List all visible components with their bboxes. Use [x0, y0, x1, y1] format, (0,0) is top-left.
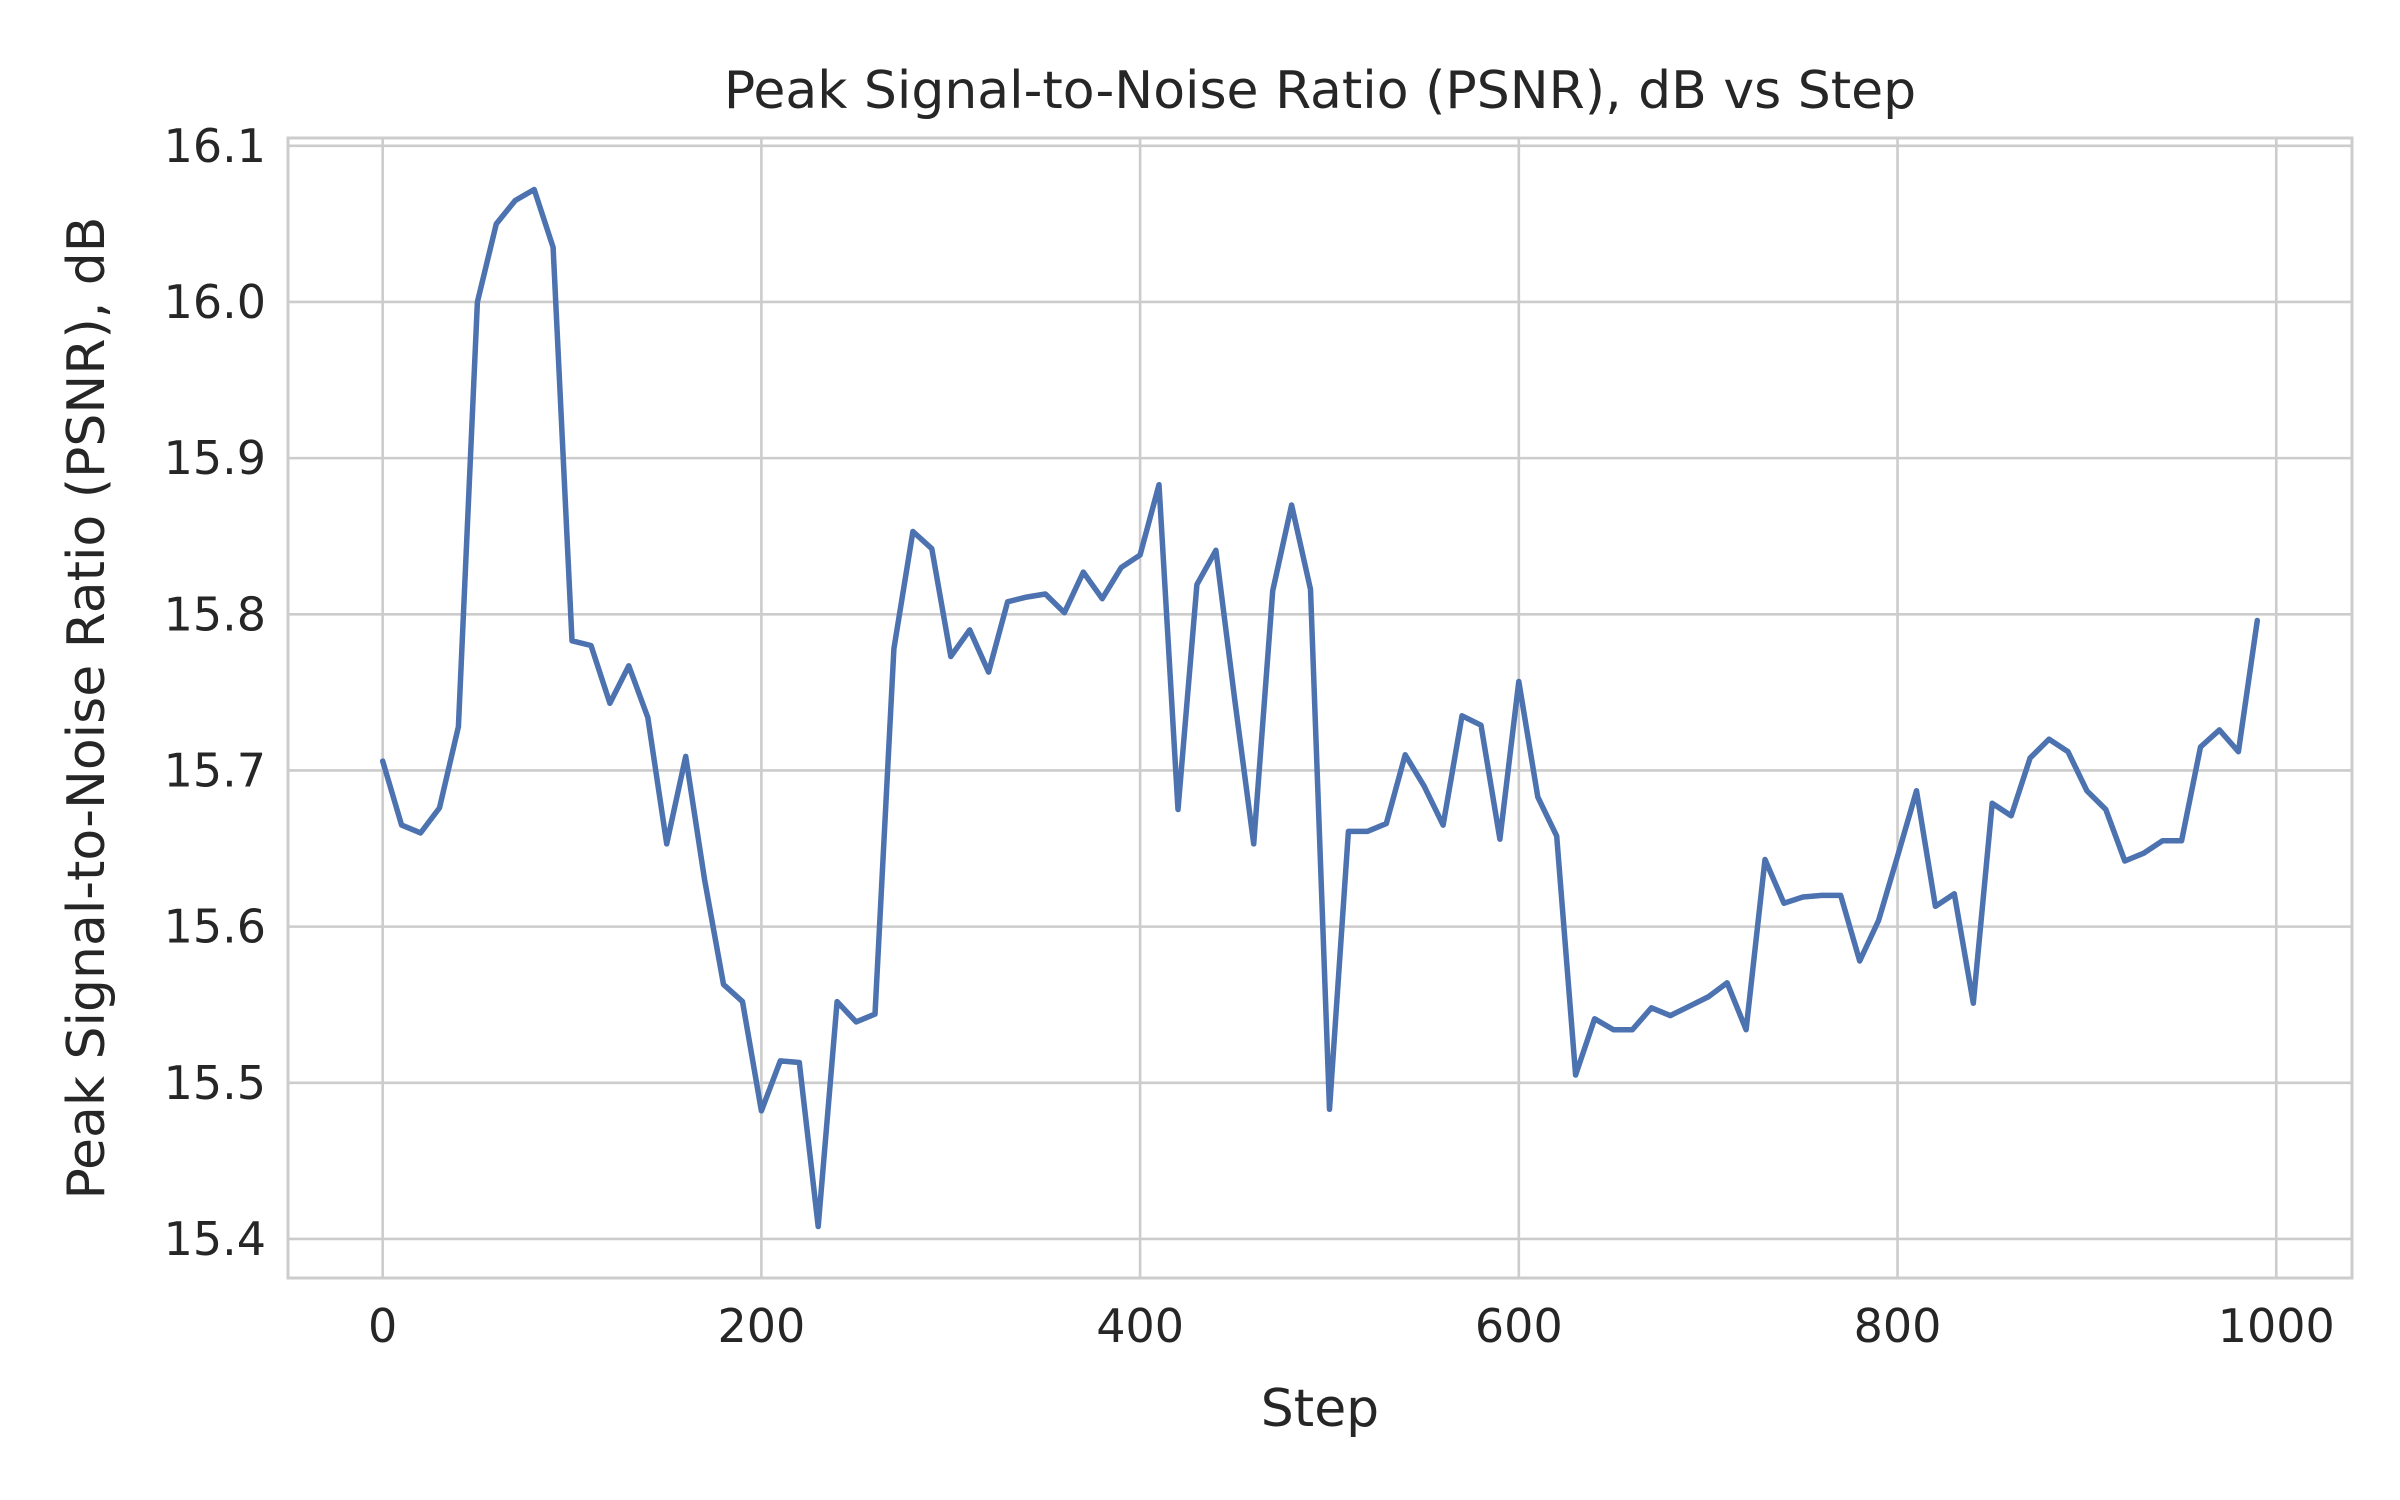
y-tick-label: 15.9	[164, 431, 266, 485]
x-axis-ticks: 0 200 400 600 800 1000	[368, 1299, 2335, 1353]
x-tick-label: 1000	[2218, 1299, 2335, 1353]
y-axis-label: Peak Signal-to-Noise Ratio (PSNR), dB	[57, 217, 117, 1200]
series-layer	[379, 186, 2261, 1230]
chart-title: Peak Signal-to-Noise Ratio (PSNR), dB vs…	[724, 61, 1916, 121]
x-tick-label: 0	[368, 1299, 397, 1353]
grid-layer	[288, 138, 2352, 1278]
x-axis-label: Step	[1261, 1379, 1379, 1439]
plot-frame	[286, 136, 2354, 1280]
y-tick-label: 16.1	[164, 119, 266, 173]
x-tick-label: 800	[1854, 1299, 1942, 1353]
y-tick-label: 15.4	[164, 1212, 266, 1266]
x-tick-label: 600	[1475, 1299, 1563, 1353]
x-tick-label: 200	[717, 1299, 805, 1353]
x-tick-label: 400	[1096, 1299, 1184, 1353]
y-tick-label: 15.8	[164, 587, 266, 641]
y-tick-label: 15.5	[164, 1056, 266, 1110]
y-tick-label: 15.7	[164, 743, 266, 797]
y-axis-ticks: 15.4 15.5 15.6 15.7 15.8 15.9 16.0 16.1	[164, 119, 266, 1266]
y-tick-label: 15.6	[164, 900, 266, 954]
psnr-series-line	[379, 186, 2261, 1230]
y-tick-label: 16.0	[164, 275, 266, 329]
